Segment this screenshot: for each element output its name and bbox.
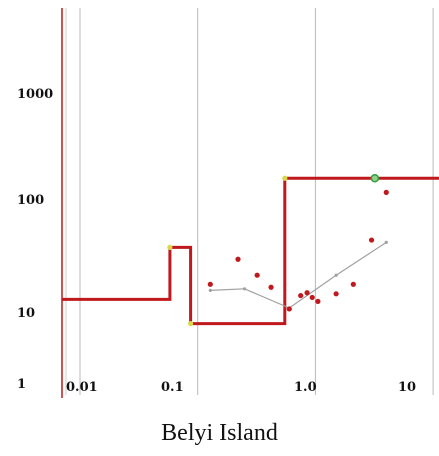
trend-point-1 [242, 287, 247, 291]
scatter-point-12 [383, 189, 389, 195]
chart-title: Belyi Island [161, 420, 278, 446]
scatter-point-7 [309, 294, 315, 301]
y-tick-label-1000: 1000 [17, 87, 53, 102]
y-tick-label-100: 100 [17, 193, 44, 208]
scatter-point-0 [207, 281, 213, 287]
trend-point-3 [334, 273, 338, 277]
scatter-point-3 [268, 284, 274, 290]
scatter-point-11 [368, 237, 375, 243]
y-tick-label-10: 10 [17, 306, 35, 321]
step-line [62, 176, 439, 326]
highlight-point-3 [370, 174, 380, 183]
scatter-point-1 [235, 256, 241, 262]
trend-line [210, 241, 387, 309]
tick-labels: 1000 100 10 1 0.01 0.1 1.0 10 [17, 87, 416, 395]
highlight-point-0 [167, 244, 173, 250]
scatter-point-2 [254, 272, 260, 278]
y-tick-label-1: 1 [17, 377, 26, 392]
x-tick-label-0.01: 0.01 [66, 380, 98, 395]
highlight-point-1 [187, 320, 194, 327]
x-tick-label-10: 10 [398, 380, 416, 395]
scatter-point-10 [350, 281, 356, 287]
scatter-point-5 [298, 292, 304, 299]
grid-lines [65, 8, 434, 395]
highlight-point-2 [282, 175, 288, 181]
scatter-point-6 [304, 290, 310, 296]
scatter-point-8 [315, 298, 321, 304]
trend-point-0 [208, 288, 212, 293]
series-layer [62, 174, 439, 327]
x-tick-label-1.0: 1.0 [294, 380, 317, 395]
scatter-point-9 [333, 291, 339, 297]
trend-point-4 [384, 240, 388, 244]
scatter-point-4 [286, 306, 292, 312]
x-tick-label-0.1: 0.1 [161, 380, 184, 395]
